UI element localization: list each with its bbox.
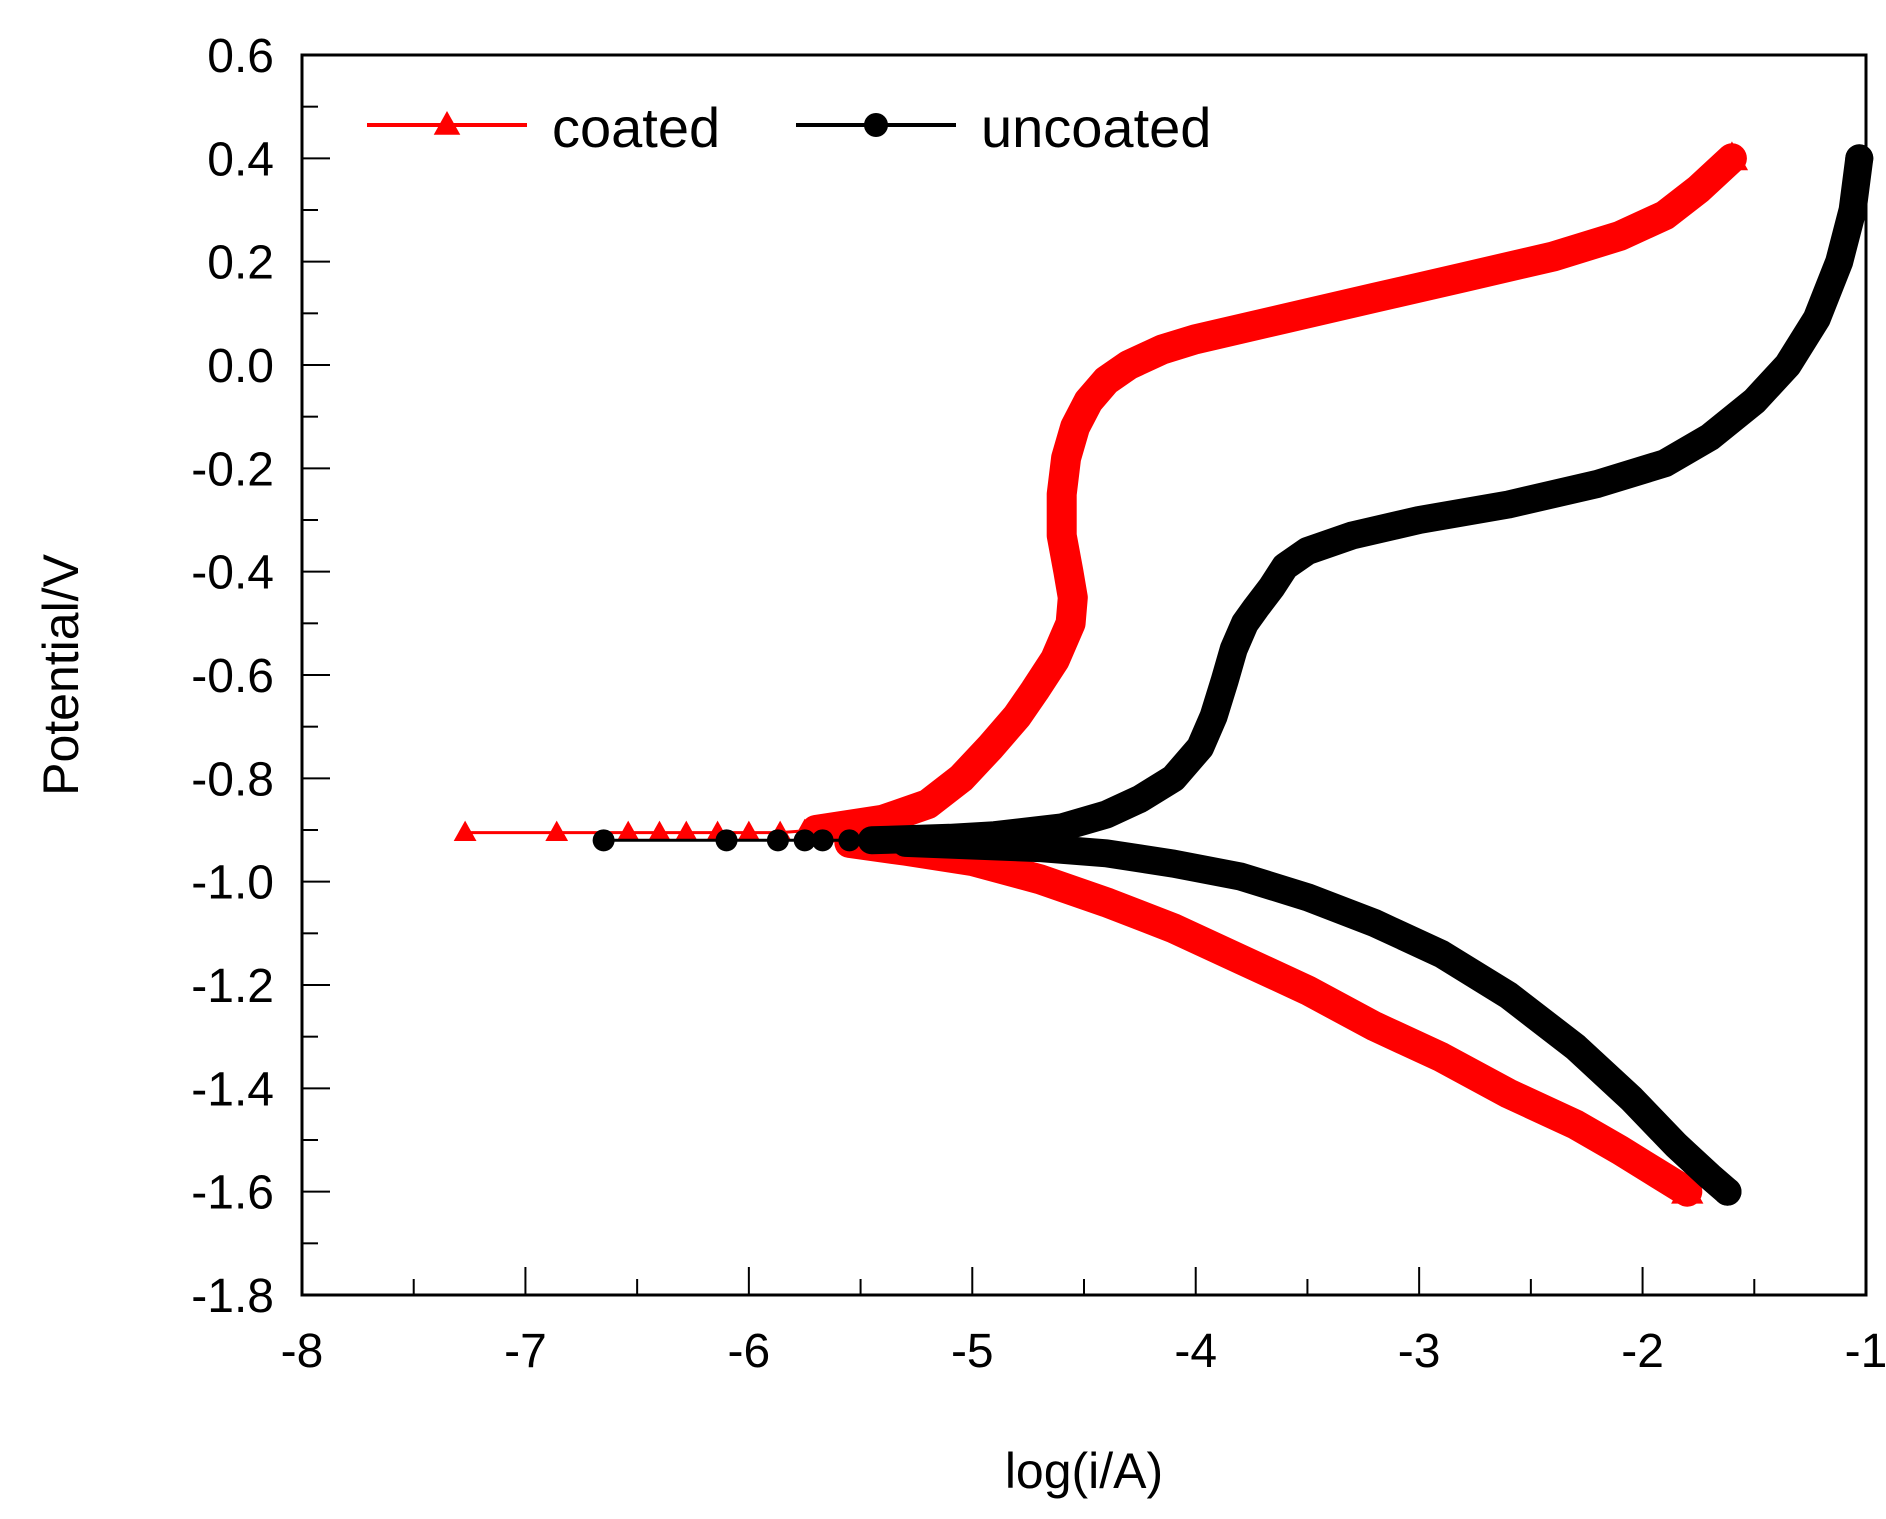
x-tick-label: -1 xyxy=(1845,1325,1886,1378)
coated-marker xyxy=(453,820,477,841)
x-tick-label: -6 xyxy=(728,1325,771,1378)
y-tick-label: 0.4 xyxy=(207,133,274,186)
legend-uncoated-marker xyxy=(864,113,888,137)
coated-marker xyxy=(674,820,698,841)
y-tick-label: 0.6 xyxy=(207,30,274,83)
y-tick-labels: 0.6 0.4 0.2 0.0 -0.2 -0.4 -0.6 -0.8 -1.0 -1.2 -1.4… xyxy=(191,30,274,1323)
y-axis-title: Potential/V xyxy=(33,553,89,795)
coated-marker xyxy=(648,820,671,841)
plot-area-frame xyxy=(300,53,1868,1297)
y-tick-label: -1.4 xyxy=(191,1063,274,1116)
legend-coated-marker xyxy=(433,111,461,135)
coated-marker xyxy=(545,820,569,841)
uncoated-marker xyxy=(811,829,834,852)
coated-marker xyxy=(737,820,761,841)
legend-coated-label: coated xyxy=(552,96,720,159)
uncoated-marker xyxy=(860,829,883,852)
y-tick-label: 0.2 xyxy=(207,237,274,290)
uncoated-marker xyxy=(766,829,789,852)
x-tick-label: -5 xyxy=(951,1325,994,1378)
series-layer xyxy=(453,141,1874,1207)
series-uncoated xyxy=(592,144,1874,1206)
y-tick-label: 0.0 xyxy=(207,340,274,393)
x-tick-label: -4 xyxy=(1174,1325,1217,1378)
y-tick-label: -1.6 xyxy=(191,1167,274,1220)
x-tick-label: -2 xyxy=(1621,1325,1664,1378)
uncoated-anodic-band xyxy=(857,144,1874,855)
y-tick-label: -1.0 xyxy=(191,857,274,910)
y-tick-label: -0.6 xyxy=(191,650,274,703)
y-tick-label: -0.8 xyxy=(191,753,274,806)
y-tick-label: -0.4 xyxy=(191,547,274,600)
x-tick-label: -7 xyxy=(504,1325,547,1378)
legend: coated uncoated xyxy=(367,96,1211,159)
y-tick-label: -1.2 xyxy=(191,960,274,1013)
axis-ticks xyxy=(301,54,1867,1296)
uncoated-anodic-line xyxy=(603,158,1861,842)
y-tick-label: -1.8 xyxy=(191,1270,274,1323)
coated-end-marker xyxy=(1671,1174,1704,1204)
uncoated-cathodic-band xyxy=(891,828,1742,1206)
coated-end-marker xyxy=(1715,141,1749,171)
x-tick-label: -3 xyxy=(1398,1325,1441,1378)
legend-uncoated-label: uncoated xyxy=(981,96,1211,159)
series-coated xyxy=(453,141,1749,1207)
uncoated-marker xyxy=(592,829,615,852)
x-tick-label: -8 xyxy=(281,1325,324,1378)
y-tick-label: -0.2 xyxy=(191,443,274,496)
coated-cathodic-band xyxy=(834,827,1703,1207)
x-axis-title: log(i/A) xyxy=(1005,1443,1163,1499)
uncoated-end-marker xyxy=(1845,144,1874,173)
uncoated-end-marker xyxy=(1713,1177,1742,1206)
uncoated-marker xyxy=(793,829,816,852)
uncoated-marker xyxy=(715,829,738,852)
coated-anodic-band xyxy=(800,143,1747,845)
uncoated-marker xyxy=(838,829,861,852)
coated-marker xyxy=(616,820,640,841)
x-tick-labels: -8 -7 -6 -5 -4 -3 -2 -1 xyxy=(281,1325,1886,1378)
